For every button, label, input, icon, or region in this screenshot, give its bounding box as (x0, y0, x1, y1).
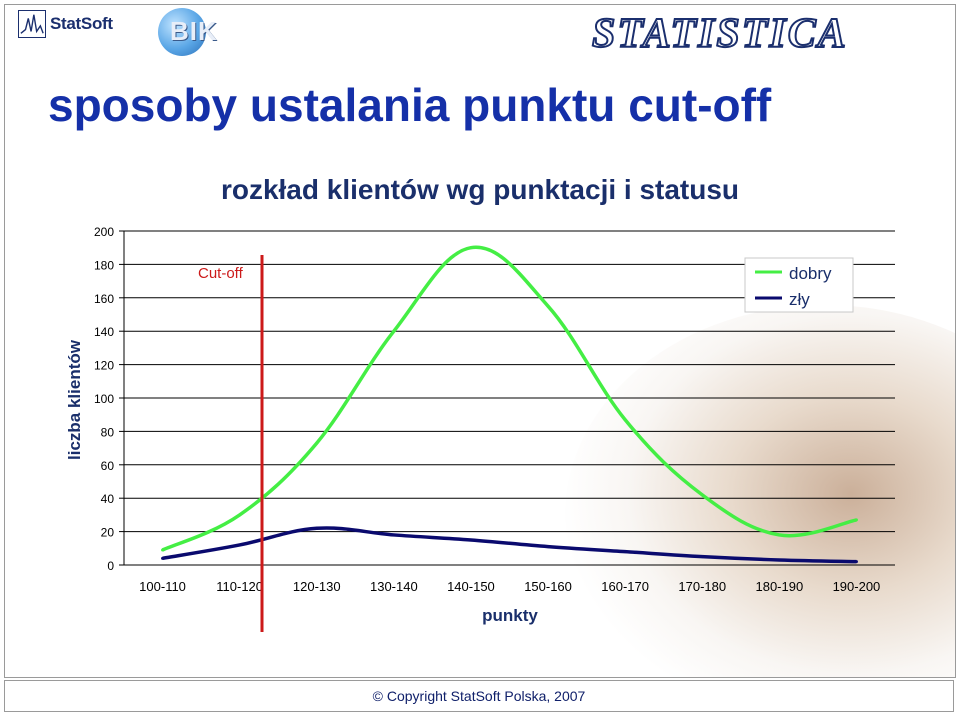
data-point (700, 555, 704, 559)
x-axis-title: punkty (482, 606, 538, 625)
legend-label-dobry: dobry (789, 264, 832, 283)
x-tick-label: 180-190 (755, 579, 803, 594)
y-tick-label: 120 (94, 359, 114, 373)
statsoft-logo: StatSoft (18, 10, 113, 38)
data-point (623, 550, 627, 554)
x-tick-label: 130-140 (370, 579, 418, 594)
slide (4, 4, 956, 678)
data-point (238, 513, 242, 517)
cutoff-label: Cut-off (198, 265, 244, 282)
bik-logo: BIK (158, 8, 234, 56)
data-point (238, 543, 242, 547)
chart-title: rozkład klientów wg punktacji i statusu (220, 174, 740, 205)
data-point (546, 545, 550, 549)
x-tick-label: 120-130 (293, 579, 341, 594)
x-tick-label: 140-150 (447, 579, 495, 594)
legend-box (744, 257, 854, 313)
series-line-dobry (161, 245, 857, 552)
y-axis-title: liczba klientów (65, 339, 84, 460)
data-point (469, 538, 473, 542)
x-tick-label: 110-120 (216, 579, 263, 594)
data-point (546, 304, 550, 308)
data-point (161, 548, 165, 552)
data-point (777, 533, 781, 537)
y-tick-label: 200 (94, 225, 114, 239)
data-point (777, 558, 781, 562)
legend-label-zly: zły (789, 290, 810, 309)
data-point (854, 518, 858, 522)
data-point (469, 246, 473, 250)
y-tick-label: 80 (101, 425, 115, 439)
data-point (392, 533, 396, 537)
bik-globe-icon (158, 8, 206, 56)
y-tick-label: 60 (101, 459, 115, 473)
data-point (700, 493, 704, 497)
y-tick-label: 100 (94, 392, 114, 406)
bik-logo-text: BIK (170, 16, 218, 46)
x-tick-label: 170-180 (678, 579, 726, 594)
y-tick-label: 20 (101, 526, 115, 540)
data-point (854, 560, 858, 564)
x-tick-label: 160-170 (601, 579, 649, 594)
data-point (315, 526, 319, 530)
statistica-logo: STATISTICA (591, 10, 848, 58)
y-tick-label: 0 (107, 559, 114, 573)
data-point (161, 556, 165, 560)
copyright-text: © Copyright StatSoft Polska, 2007 (372, 688, 586, 704)
y-tick-label: 40 (101, 492, 115, 506)
y-tick-label: 160 (94, 292, 114, 306)
footer: © Copyright StatSoft Polska, 2007 (4, 680, 954, 712)
series-line-zly (162, 526, 857, 564)
y-tick-label: 180 (94, 258, 114, 272)
y-tick-label: 140 (94, 325, 114, 339)
data-point (623, 418, 627, 422)
x-tick-label: 100-110 (139, 579, 186, 594)
data-point (392, 329, 396, 333)
statsoft-logo-text: StatSoft (50, 14, 113, 33)
data-point (315, 441, 319, 445)
statsoft-chart-icon (18, 10, 46, 38)
slide-title: sposoby ustalania punktu cut-off (48, 79, 772, 131)
x-tick-label: 150-160 (524, 579, 572, 594)
x-tick-label: 190-200 (833, 579, 881, 594)
